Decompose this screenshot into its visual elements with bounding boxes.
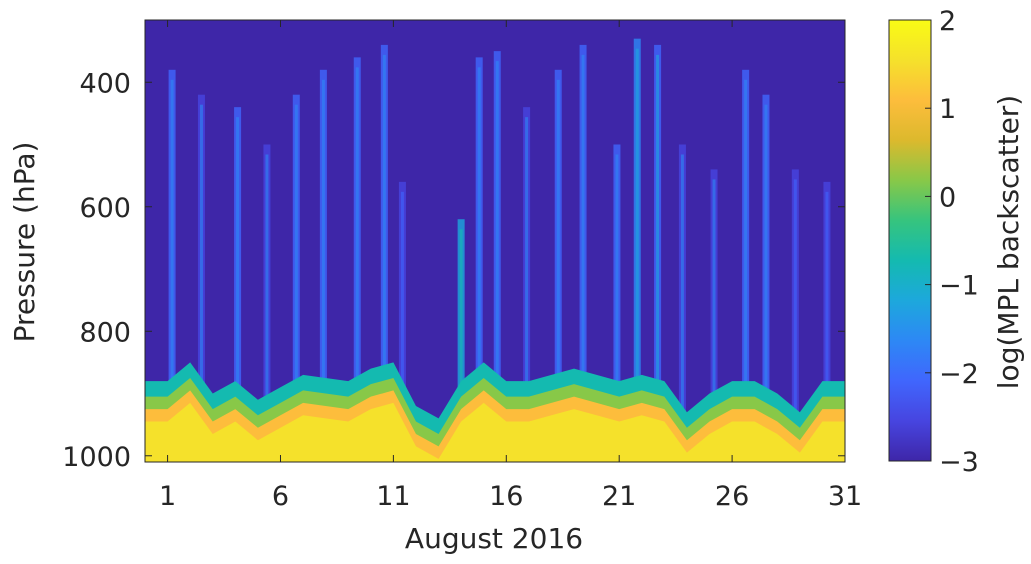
y-axis-label: Pressure (hPa) <box>8 142 41 343</box>
plume-core-19 <box>712 179 716 462</box>
plume-core-0 <box>170 79 174 462</box>
plume-core-1 <box>199 104 203 462</box>
plume-core-13 <box>556 79 560 462</box>
x-tick-label: 26 <box>715 481 749 512</box>
x-tick-label: 16 <box>489 481 523 512</box>
plume-core-11 <box>495 61 499 462</box>
plume-core-16 <box>635 48 639 462</box>
x-axis: 1 6 11 16 21 26 31 <box>159 20 862 512</box>
plume-core-5 <box>321 79 325 462</box>
y-tick-label: 1000 <box>62 442 131 473</box>
boundary-layer <box>145 362 845 462</box>
plume-core-2 <box>236 117 240 462</box>
x-tick-label: 31 <box>828 481 862 512</box>
plume-core-8 <box>400 191 404 462</box>
colorbar-tick-label: 1 <box>939 94 956 125</box>
y-axis: 400 600 800 1000 <box>62 68 845 473</box>
plume-core-3 <box>265 154 269 462</box>
boundary-layer-band-3 <box>145 402 845 462</box>
plume-core-4 <box>294 104 298 462</box>
plume-core-17 <box>656 54 660 462</box>
plume-core-15 <box>615 154 619 462</box>
plot-frame <box>144 19 846 463</box>
x-tick-label: 11 <box>376 481 410 512</box>
colorbar-tick-label: −2 <box>939 359 979 390</box>
plume-core-12 <box>525 117 529 462</box>
colorbar-tick-label: −3 <box>939 447 979 478</box>
x-tick-label: 6 <box>272 481 289 512</box>
plume-core-6 <box>355 67 359 462</box>
plume-core-7 <box>382 54 386 462</box>
colorbar-label: log(MPL backscatter) <box>992 95 1025 389</box>
plume-core-23 <box>825 191 829 462</box>
plot-area <box>145 20 845 462</box>
plume-layer <box>168 38 831 462</box>
y-tick-label: 400 <box>79 68 131 99</box>
plume-core-14 <box>581 54 585 462</box>
plume-core-9 <box>459 229 463 462</box>
plume-core-20 <box>744 79 748 462</box>
plume-core-18 <box>680 154 684 462</box>
x-axis-label: August 2016 <box>405 522 583 555</box>
plume-core-22 <box>793 179 797 462</box>
colorbar-axis: 2 1 0 −1 −2 −3 <box>925 6 979 478</box>
colorbar <box>888 19 932 462</box>
plume-core-10 <box>477 67 481 462</box>
y-tick-label: 600 <box>79 193 131 224</box>
x-tick-label: 1 <box>159 481 176 512</box>
colorbar-tick-label: 0 <box>939 182 956 213</box>
x-tick-label: 21 <box>602 481 636 512</box>
colorbar-tick-label: −1 <box>939 271 979 302</box>
y-tick-label: 800 <box>79 317 131 348</box>
colorbar-tick-label: 2 <box>939 6 956 37</box>
plume-core-21 <box>764 104 768 462</box>
